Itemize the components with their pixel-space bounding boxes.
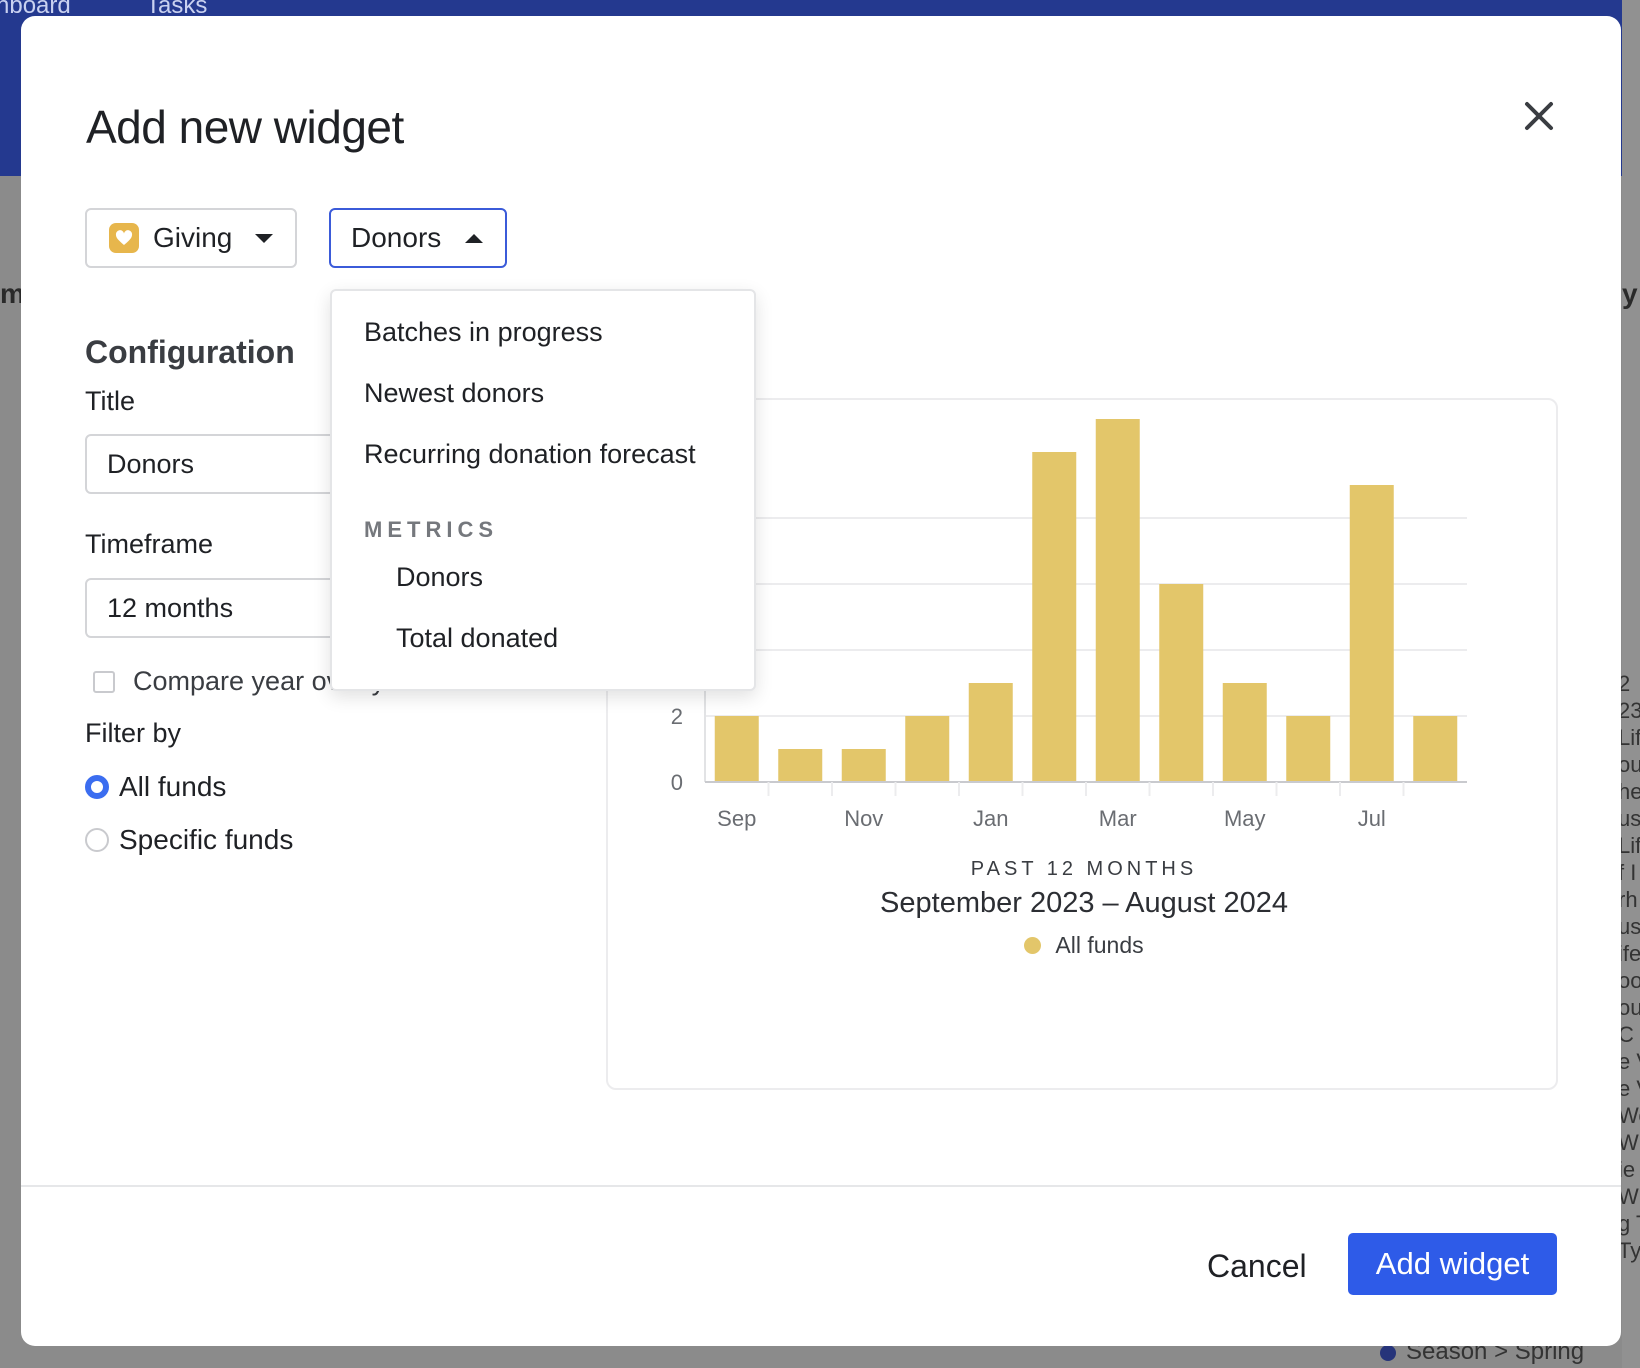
background-list-fragment: e V [1618,1049,1640,1074]
chart-bar [1286,716,1331,782]
background-list-fragment: Lif [1618,725,1640,750]
menu-item-total-donated[interactable]: Total donated [396,623,559,653]
y-tick-label: 0 [671,770,683,795]
background-list-fragment: 23 [1618,698,1640,723]
x-tick-label: Mar [1099,806,1137,831]
background-nav-tab: nboard [0,0,71,19]
filter-by-label: Filter by [85,718,182,748]
x-tick-label: Nov [844,806,883,831]
chart-bar [714,716,759,782]
chart-bar [905,716,950,782]
widget-select-label: Donors [351,222,442,253]
chart-legend: All funds [608,932,1560,959]
background-list-fragment: 2 [1618,671,1631,696]
cancel-button[interactable]: Cancel [1207,1248,1307,1284]
background-list-fragment: ou [1618,995,1640,1020]
chart-bar [1032,452,1077,782]
x-tick-label: Sep [717,806,756,831]
chart-bar [968,683,1013,782]
legend-dot-icon [1024,937,1042,954]
background-heading-fragment: m [0,278,25,309]
bar-chart: 0 2 Sep Nov Jan Mar May Jul [671,419,1467,831]
toggle-icon [1380,1344,1396,1361]
y-tick-label: 2 [671,704,683,729]
background-list-fragment: g T [1618,1211,1640,1236]
background-heading-fragment: y [1622,278,1638,309]
chart-preview-card: 0 2 Sep Nov Jan Mar May Jul PAST 12 MONTHS Sept… [606,398,1558,1090]
background-list-fragment: C [1618,1022,1634,1047]
close-button[interactable] [1515,92,1563,140]
timeframe-label: Timeframe [85,529,214,559]
background-list-fragment: he [1618,779,1640,804]
radio-all-funds[interactable]: All funds [85,771,226,803]
menu-group-metrics: METRICS [364,517,498,542]
background-list-fragment: ife [1618,941,1640,966]
background-list-fragment: e V [1618,1076,1640,1101]
chart-bar [841,749,886,782]
footer-divider [21,1185,1621,1187]
background-list-fragment: We [1618,1103,1640,1128]
chart-bar [1222,683,1267,782]
menu-item-donors[interactable]: Donors [396,562,484,592]
configuration-heading: Configuration [85,334,295,370]
caret-up-icon [465,233,483,243]
radio-button-selected[interactable] [85,775,109,799]
chart-bar [1349,485,1394,782]
radio-label: All funds [119,771,227,802]
chart-bar [1159,584,1204,782]
background-list-fragment: ie [1618,1157,1636,1182]
menu-item-recurring-donation-forecast[interactable]: Recurring donation forecast [364,439,696,469]
x-tick-label: Jan [973,806,1008,831]
x-tick-label: May [1224,806,1266,831]
modal-title: Add new widget [86,101,404,153]
background-list-fragment: Ty [1618,1238,1640,1263]
chart-bar [1413,716,1458,782]
chart-date-range: September 2023 – August 2024 [880,887,1288,919]
add-widget-button[interactable]: Add widget [1348,1233,1557,1295]
caret-down-icon [255,233,273,243]
background-list-fragment: oo [1618,968,1640,993]
background-list-fragment: f I [1618,860,1637,885]
radio-label: Specific funds [119,824,294,855]
background-right-strip [1622,0,1640,1368]
background-list-fragment: us [1618,914,1640,939]
chart-bar [778,749,823,782]
background-list-fragment: W [1618,1184,1639,1209]
legend-label: All funds [1055,932,1144,958]
heart-icon [109,223,139,253]
background-list-fragment: ou [1618,752,1640,777]
radio-button[interactable] [85,828,109,852]
close-icon [1525,102,1553,130]
background-list-fragment: rh [1618,887,1638,912]
background-list-fragment: W [1618,1130,1639,1155]
background-list-fragment: Lif [1618,833,1640,858]
chart-bar [1095,419,1140,782]
add-widget-modal: Add new widget Giving Donors Configurati… [21,16,1621,1346]
x-tick-label: Jul [1358,806,1386,831]
menu-item-newest-donors[interactable]: Newest donors [364,378,545,408]
radio-specific-funds[interactable]: Specific funds [85,824,293,856]
compare-year-checkbox[interactable] [93,670,115,693]
background-list-fragment: us [1618,806,1640,831]
menu-item-batches-in-progress[interactable]: Batches in progress [364,317,603,347]
category-select[interactable]: Giving [85,208,297,268]
title-label: Title [85,386,136,416]
widget-dropdown-menu: Batches in progress Newest donors Recurr… [330,289,756,691]
background-nav-tab: Tasks [146,0,208,19]
widget-select[interactable]: Donors [329,208,507,268]
category-select-label: Giving [153,222,233,253]
chart-subtitle: PAST 12 MONTHS [970,858,1198,880]
